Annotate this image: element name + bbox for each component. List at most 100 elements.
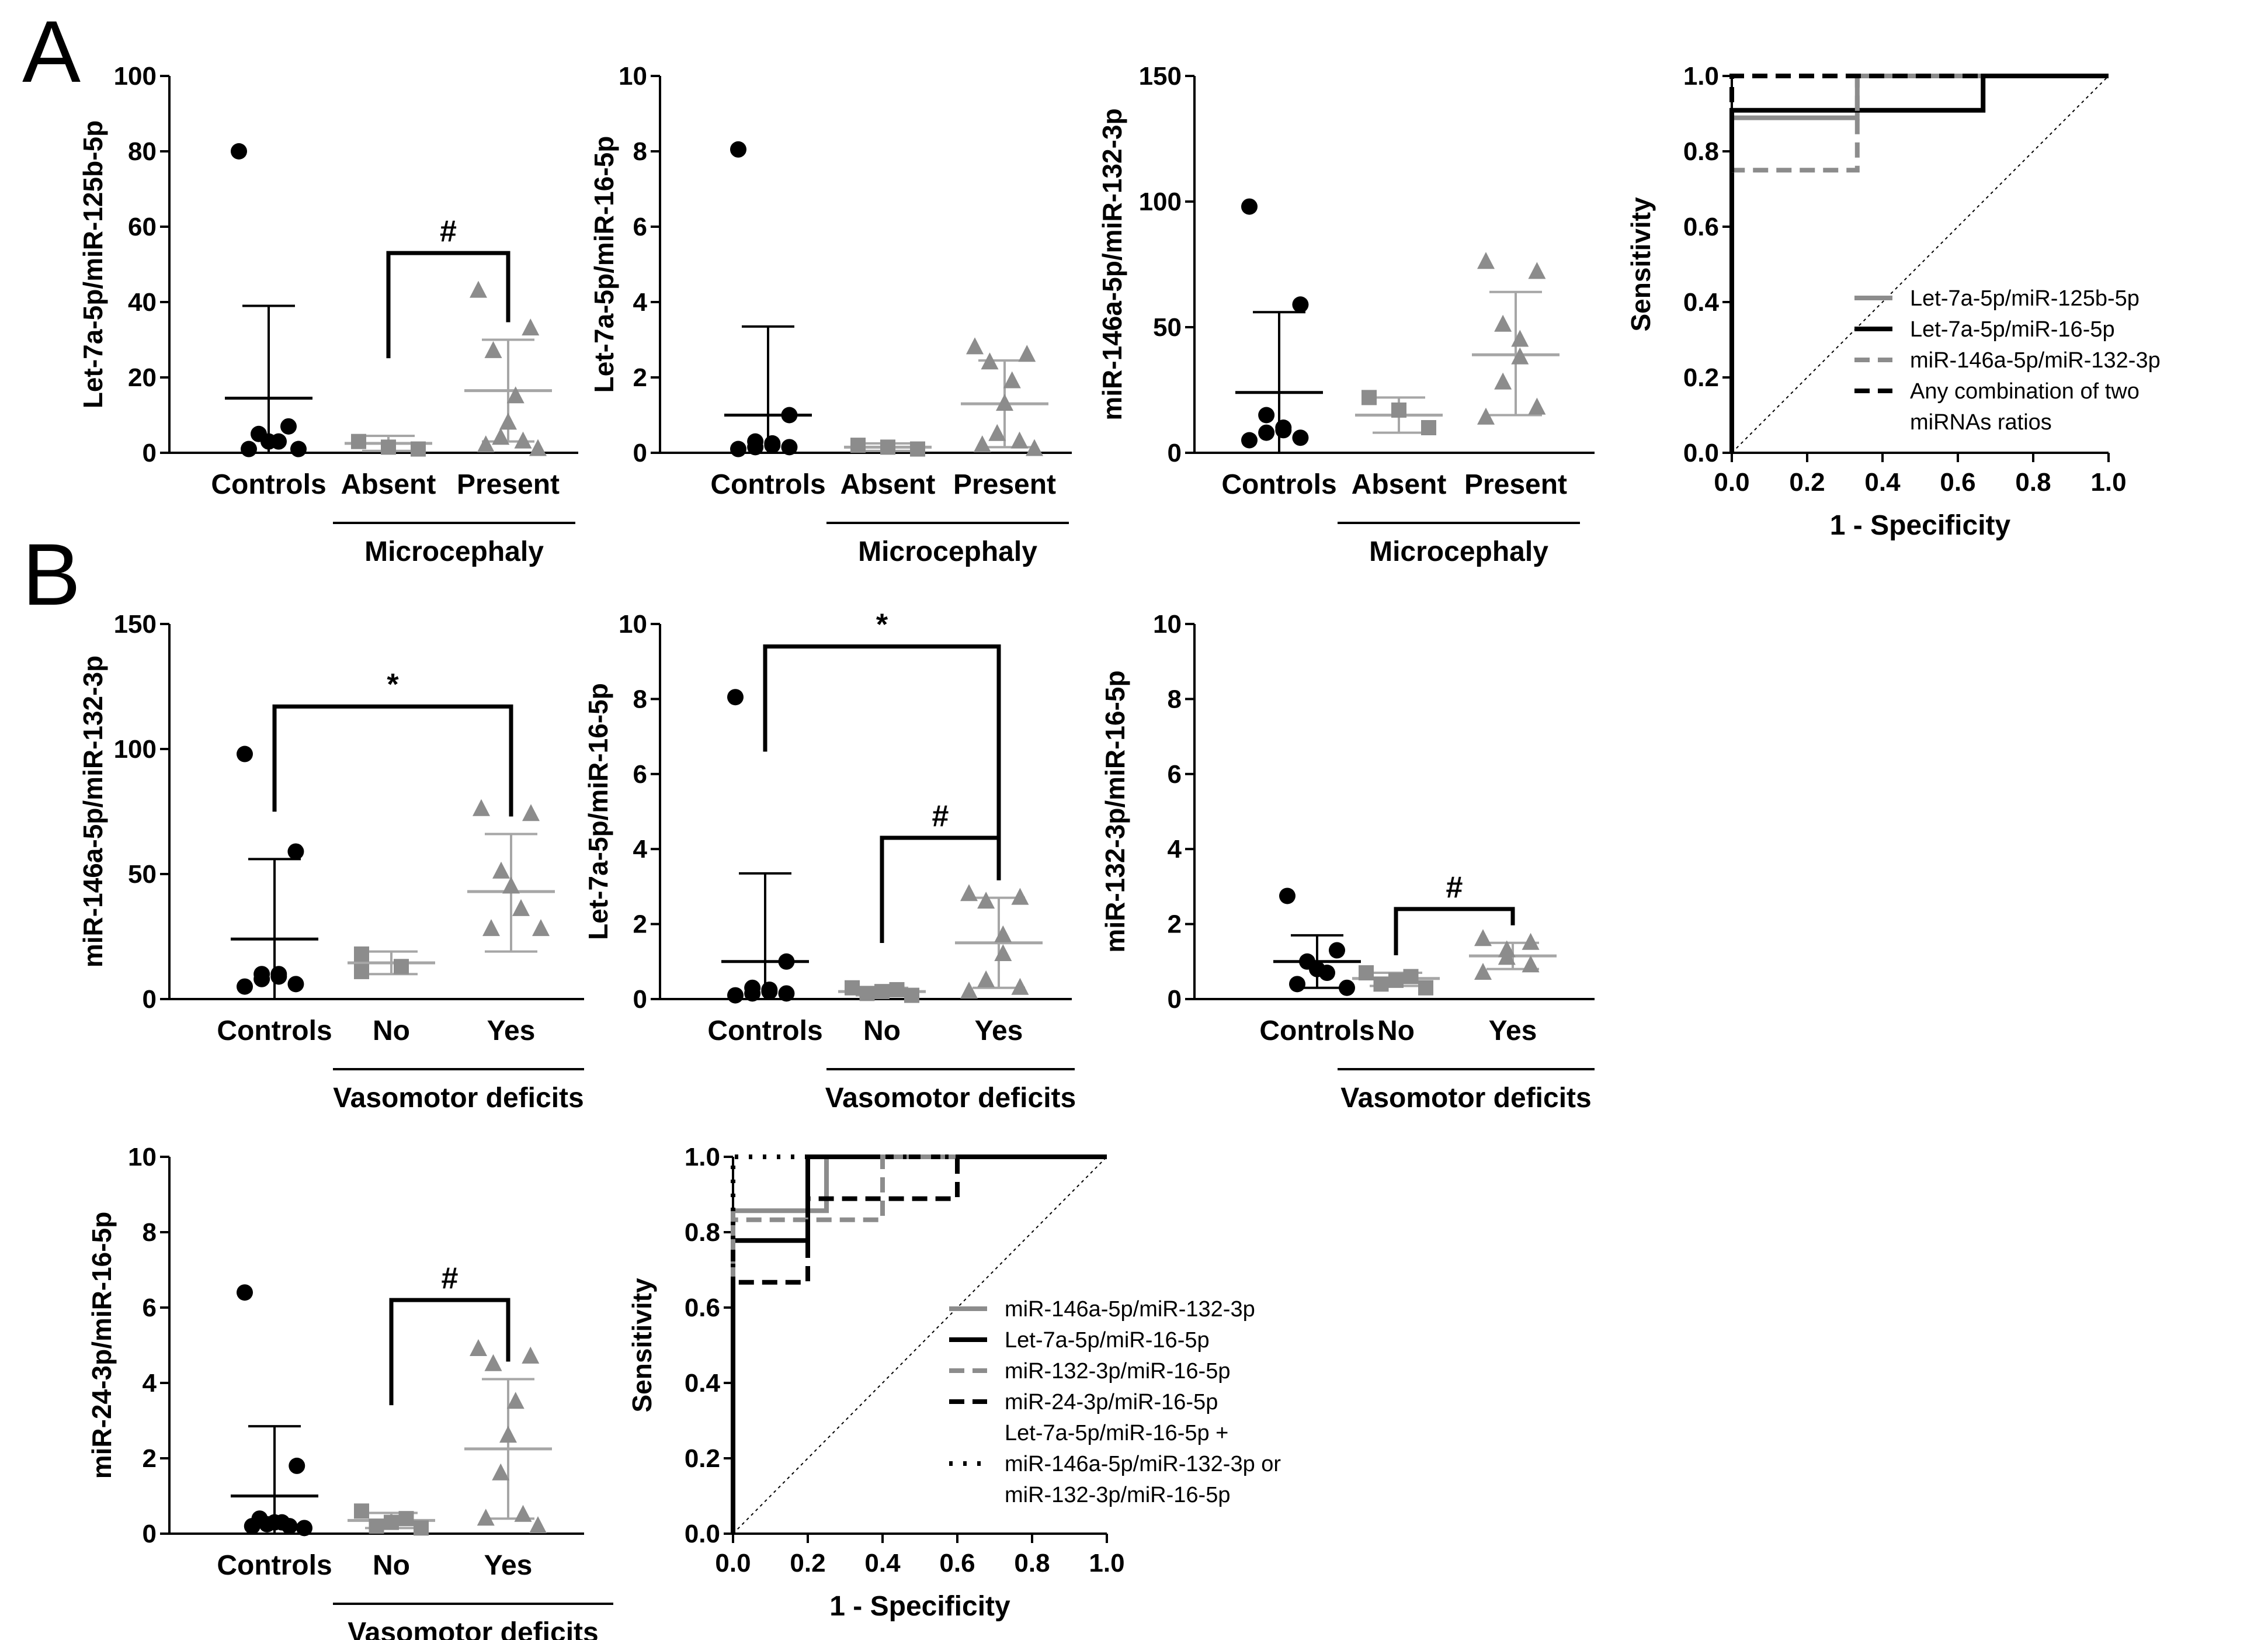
y-tick-label: 0 — [143, 439, 157, 467]
group-label: Vasomotor deficits — [1340, 1083, 1591, 1114]
y-axis-label: miR-24-3p/miR-16-5p — [86, 1212, 117, 1479]
group-label: Vasomotor deficits — [333, 1083, 584, 1114]
data-point — [973, 435, 991, 453]
category-label: Yes — [484, 1550, 533, 1581]
chart-b2: 0 2 4 6 8 10 Let-7a-5p/miR-16-5p Controls No Yes V… — [583, 608, 1076, 1114]
data-point — [512, 899, 530, 916]
y-tick-label: 0.8 — [685, 1218, 720, 1247]
y-tick-label: 8 — [1168, 685, 1182, 713]
data-point — [244, 1518, 261, 1535]
legend-label: Let-7a-5p/miR-16-5p — [1005, 1328, 1210, 1353]
data-point — [1511, 330, 1529, 347]
category-label: Absent — [1352, 469, 1447, 500]
x-tick-label: 0.0 — [1714, 468, 1749, 497]
data-point — [1275, 422, 1292, 439]
data-point — [411, 441, 426, 457]
data-point — [859, 986, 875, 1001]
category-label: Controls — [707, 1015, 822, 1046]
data-point — [287, 843, 304, 860]
y-tick-label: 0 — [633, 439, 647, 467]
data-point — [1018, 345, 1036, 362]
category-label: Controls — [211, 469, 326, 500]
reference-diagonal — [1731, 75, 2109, 453]
y-tick-label: 0 — [1168, 985, 1182, 1014]
legend-label: miR-24-3p/miR-16-5p — [1005, 1390, 1218, 1414]
data-point — [253, 970, 270, 987]
chart-a4: 0.00.0 0.2 0.2 0.4 0.4 0.6 0.6 0.8 0.8 1.0 1.0 Sens… — [1626, 62, 2161, 541]
data-point — [747, 439, 764, 456]
y-tick-label: 0.6 — [1683, 213, 1719, 241]
y-tick-label: 20 — [128, 363, 157, 392]
category-label: Yes — [975, 1015, 1023, 1046]
data-point — [1511, 347, 1529, 365]
data-point — [499, 412, 517, 430]
data-point — [1359, 965, 1374, 981]
category-label: Present — [457, 469, 560, 500]
group-label: Microcephaly — [1369, 536, 1548, 567]
y-axis-label: miR-146a-5p/miR-132-3p — [78, 656, 108, 968]
significance-label: # — [932, 799, 949, 833]
significance-bracket — [386, 251, 510, 359]
data-point — [1403, 969, 1419, 984]
data-point — [492, 861, 510, 879]
data-point — [1477, 252, 1495, 269]
y-tick-label: 2 — [633, 363, 647, 392]
y-tick-label: 2 — [1168, 910, 1182, 939]
y-tick-label: 4 — [143, 1369, 157, 1398]
significance-bracket — [880, 835, 1001, 943]
y-tick-label: 50 — [128, 860, 157, 889]
legend-label: miR-132-3p/miR-16-5p — [1005, 1359, 1230, 1384]
x-tick-label: 1.0 — [2090, 468, 2126, 497]
category-label: Controls — [1259, 1015, 1374, 1046]
data-point — [1474, 929, 1492, 946]
y-tick-label: 0.0 — [685, 1520, 720, 1548]
y-tick-label: 4 — [633, 288, 648, 317]
data-point — [1010, 431, 1029, 449]
data-point — [781, 439, 798, 456]
reference-diagonal — [732, 1156, 1107, 1534]
y-tick-label: 100 — [114, 735, 157, 764]
data-point — [381, 439, 396, 455]
significance-label: * — [387, 668, 399, 702]
data-point — [280, 418, 297, 435]
data-point — [1477, 407, 1495, 425]
data-point — [1011, 977, 1029, 995]
data-point — [1011, 887, 1029, 905]
y-tick-label: 1.0 — [685, 1143, 720, 1171]
y-tick-label: 0 — [1168, 439, 1182, 467]
data-point — [470, 1339, 487, 1356]
data-point — [977, 970, 995, 987]
data-point — [880, 439, 895, 455]
data-point — [522, 804, 540, 821]
data-point — [981, 352, 999, 370]
panel-label-a: A — [22, 2, 81, 100]
data-point — [994, 925, 1012, 942]
data-point — [1003, 371, 1021, 389]
data-point — [484, 341, 502, 358]
significance-bracket — [272, 704, 513, 817]
category-label: Controls — [217, 1015, 332, 1046]
data-point — [845, 980, 860, 996]
chart-b5: 0.00.0 0.2 0.2 0.4 0.4 0.6 0.6 0.8 0.8 1.0 1.0 Sens… — [627, 1143, 1281, 1622]
category-label: No — [863, 1015, 901, 1046]
data-point — [910, 441, 925, 457]
data-point — [1241, 432, 1258, 449]
data-point — [727, 987, 744, 1004]
data-point — [231, 143, 247, 160]
y-tick-label: 0 — [143, 1520, 157, 1548]
data-point — [369, 1518, 384, 1534]
data-point — [492, 428, 510, 445]
data-point — [237, 746, 253, 762]
y-tick-label: 150 — [114, 610, 157, 639]
data-point — [1522, 955, 1540, 973]
y-axis-label: Sensitivity — [627, 1278, 657, 1413]
data-point — [529, 439, 547, 456]
category-label: No — [1377, 1015, 1415, 1046]
data-point — [727, 689, 744, 706]
category-label: Yes — [1489, 1015, 1537, 1046]
data-point — [237, 1284, 253, 1301]
significance-label: # — [1446, 871, 1463, 904]
legend-label: Let-7a-5p/miR-16-5p — [1910, 317, 2115, 342]
